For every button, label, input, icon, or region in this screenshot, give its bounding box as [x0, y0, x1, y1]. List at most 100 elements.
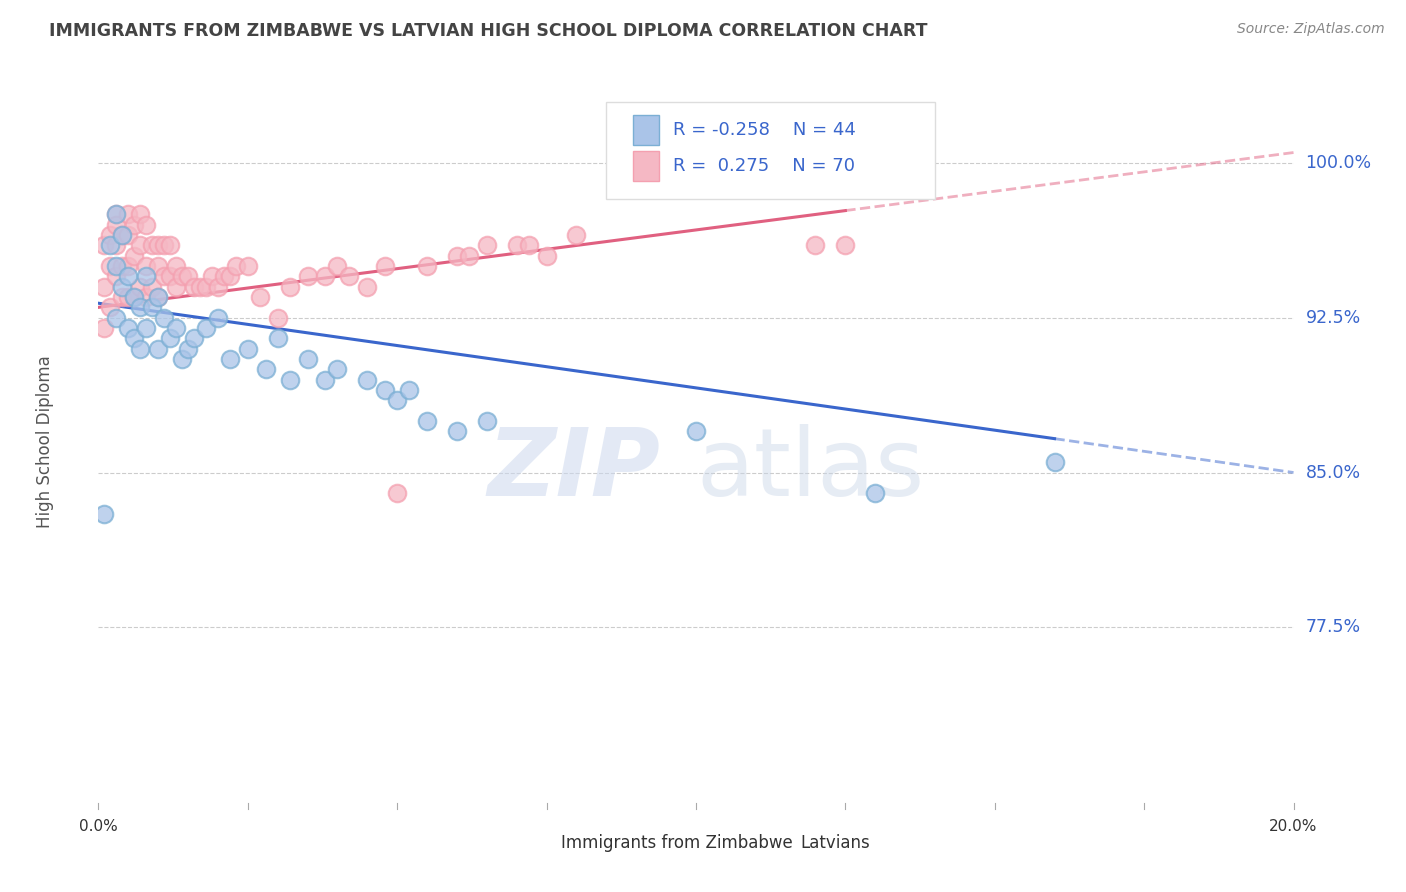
Point — [177, 269, 200, 284]
Point — [153, 238, 176, 252]
Point — [517, 238, 540, 252]
Point — [1043, 455, 1066, 469]
Point — [124, 290, 146, 304]
Point — [278, 279, 301, 293]
Point — [111, 279, 134, 293]
Text: IMMIGRANTS FROM ZIMBABWE VS LATVIAN HIGH SCHOOL DIPLOMA CORRELATION CHART: IMMIGRANTS FROM ZIMBABWE VS LATVIAN HIGH… — [49, 22, 928, 40]
Point — [356, 373, 378, 387]
Point — [153, 269, 176, 284]
Point — [135, 321, 157, 335]
Point — [165, 259, 187, 273]
Point — [172, 269, 194, 284]
Point — [135, 218, 157, 232]
Point — [506, 238, 529, 252]
Point — [446, 424, 468, 438]
Text: R =  0.275    N = 70: R = 0.275 N = 70 — [673, 157, 855, 175]
Point — [219, 269, 242, 284]
Point — [475, 414, 498, 428]
Point — [141, 279, 163, 293]
Point — [804, 238, 827, 252]
Point — [111, 290, 134, 304]
Point — [141, 238, 163, 252]
Point — [685, 424, 707, 438]
Point — [117, 207, 139, 221]
Point — [148, 342, 170, 356]
Point — [685, 156, 707, 170]
Point — [249, 290, 271, 304]
Point — [124, 218, 146, 232]
Point — [458, 249, 481, 263]
Point — [315, 373, 337, 387]
Text: Latvians: Latvians — [800, 833, 870, 852]
Point — [385, 393, 409, 408]
Point — [124, 331, 146, 345]
FancyBboxPatch shape — [633, 115, 659, 145]
Point — [165, 321, 187, 335]
Point — [129, 238, 152, 252]
Point — [117, 290, 139, 304]
Point — [398, 383, 420, 397]
Point — [188, 279, 211, 293]
Point — [129, 301, 152, 315]
Point — [105, 238, 128, 252]
Point — [105, 259, 128, 273]
Point — [374, 383, 396, 397]
Text: 100.0%: 100.0% — [1306, 153, 1372, 172]
Point — [105, 207, 128, 221]
Text: ZIP: ZIP — [488, 425, 661, 516]
Point — [111, 228, 134, 243]
Point — [326, 362, 349, 376]
Point — [148, 290, 170, 304]
Point — [278, 373, 301, 387]
FancyBboxPatch shape — [606, 102, 935, 200]
Point — [159, 238, 181, 252]
Point — [159, 331, 181, 345]
Point — [565, 228, 588, 243]
Point — [105, 207, 128, 221]
Point — [135, 269, 157, 284]
Point — [236, 259, 259, 273]
Point — [697, 156, 720, 170]
Point — [129, 342, 152, 356]
Point — [105, 218, 128, 232]
Point — [129, 279, 152, 293]
Point — [207, 279, 229, 293]
Point — [129, 207, 152, 221]
Point — [267, 310, 290, 325]
Point — [105, 310, 128, 325]
Point — [207, 310, 229, 325]
Point — [339, 269, 361, 284]
Point — [219, 351, 242, 366]
Point — [177, 342, 200, 356]
Point — [117, 321, 139, 335]
Point — [267, 331, 290, 345]
FancyBboxPatch shape — [762, 830, 787, 854]
FancyBboxPatch shape — [633, 151, 659, 181]
Point — [475, 238, 498, 252]
Point — [416, 259, 439, 273]
Point — [356, 279, 378, 293]
Point — [148, 290, 170, 304]
Point — [297, 269, 319, 284]
Point — [183, 331, 205, 345]
Text: Immigrants from Zimbabwe: Immigrants from Zimbabwe — [561, 833, 793, 852]
Point — [148, 238, 170, 252]
Point — [93, 321, 115, 335]
Text: atlas: atlas — [696, 425, 924, 516]
Point — [98, 238, 122, 252]
Point — [165, 279, 187, 293]
Text: 85.0%: 85.0% — [1306, 464, 1361, 482]
Point — [124, 290, 146, 304]
Point — [135, 290, 157, 304]
Point — [326, 259, 349, 273]
Point — [105, 269, 128, 284]
Text: High School Diploma: High School Diploma — [35, 355, 53, 528]
Text: 0.0%: 0.0% — [79, 820, 118, 834]
FancyBboxPatch shape — [523, 830, 548, 854]
Point — [98, 301, 122, 315]
Point — [98, 228, 122, 243]
Point — [117, 228, 139, 243]
Text: 92.5%: 92.5% — [1306, 309, 1361, 326]
Point — [297, 351, 319, 366]
Point — [117, 269, 139, 284]
